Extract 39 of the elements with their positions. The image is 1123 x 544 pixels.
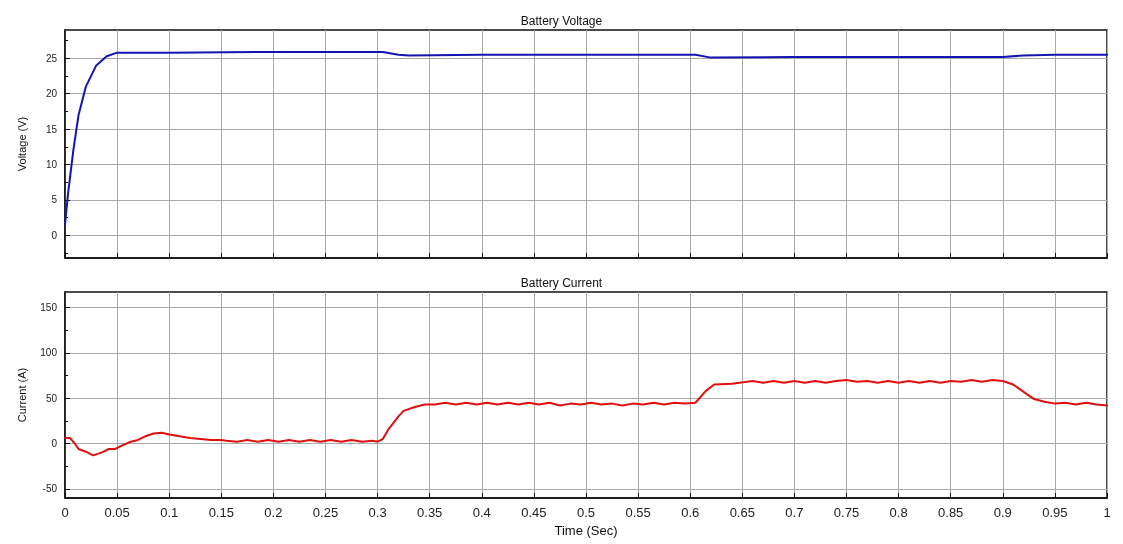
y-tick-label: 20 [45,88,58,100]
chart-title: Battery Current [520,276,603,290]
y-tick-label: -50 [42,483,58,495]
x-tick-label: 0.15 [208,505,234,520]
x-tick-label: 0.55 [625,505,651,520]
y-tick-label: 150 [40,301,58,313]
x-tick-label: 0.95 [1042,505,1068,520]
x-tick-label: 0.75 [833,505,860,520]
x-tick-label: 1 [1103,505,1111,520]
x-tick-label: 0.35 [417,505,443,520]
y-tick-label: 0 [51,438,58,450]
x-axis-title: Time (Sec) [554,523,618,538]
x-tick-label: 0.2 [264,505,283,520]
x-tick-label: 0 [61,505,69,520]
line-series [64,379,1108,457]
x-tick-label: 0.1 [160,505,179,520]
y-axis-title: Voltage (V) [15,116,28,172]
x-tick-label: 0.3 [368,505,387,520]
y-tick-label: 25 [45,52,58,64]
y-tick-label: 50 [45,392,58,404]
y-tick-label: 10 [45,159,58,171]
y-tick-label: 100 [40,347,58,359]
x-tick-label: 0.25 [312,505,339,520]
x-tick-label: 0.4 [472,505,491,520]
y-tick-label: 5 [51,194,58,206]
x-tick-label: 0.6 [681,505,700,520]
x-tick-label: 0.85 [938,505,964,520]
x-tick-label: 0.7 [785,505,804,520]
line-series [64,50,1108,226]
y-tick-label: 0 [51,229,58,241]
x-tick-label: 0.65 [729,505,755,520]
x-tick-label: 0.5 [576,505,596,520]
x-tick-label: 0.45 [521,505,547,520]
chart-title: Battery Voltage [520,14,603,28]
y-tick-label: 15 [45,123,58,135]
x-tick-label: 0.05 [104,505,130,520]
x-tick-label: 0.8 [889,505,908,520]
y-axis-title: Current (A) [15,367,28,423]
x-tick-label: 0.9 [993,505,1012,520]
